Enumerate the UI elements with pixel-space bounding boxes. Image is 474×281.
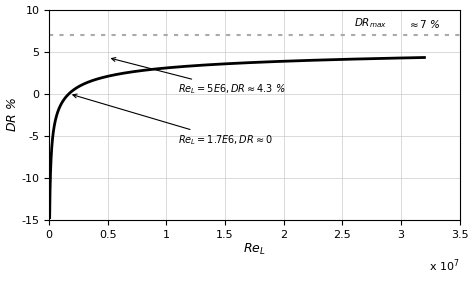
Y-axis label: $DR$ %: $DR$ % <box>6 97 18 132</box>
Text: $Re_L = 1.7E6, DR \approx 0$: $Re_L = 1.7E6, DR \approx 0$ <box>73 94 273 147</box>
X-axis label: $Re_L$: $Re_L$ <box>243 243 266 257</box>
Text: x 10$^7$: x 10$^7$ <box>429 258 460 274</box>
Text: $Re_L = 5E6, DR \approx 4.3$ %: $Re_L = 5E6, DR \approx 4.3$ % <box>111 58 286 96</box>
Text: $DR_{max}$: $DR_{max}$ <box>354 16 387 30</box>
Text: $\approx 7$ %: $\approx 7$ % <box>407 18 440 30</box>
